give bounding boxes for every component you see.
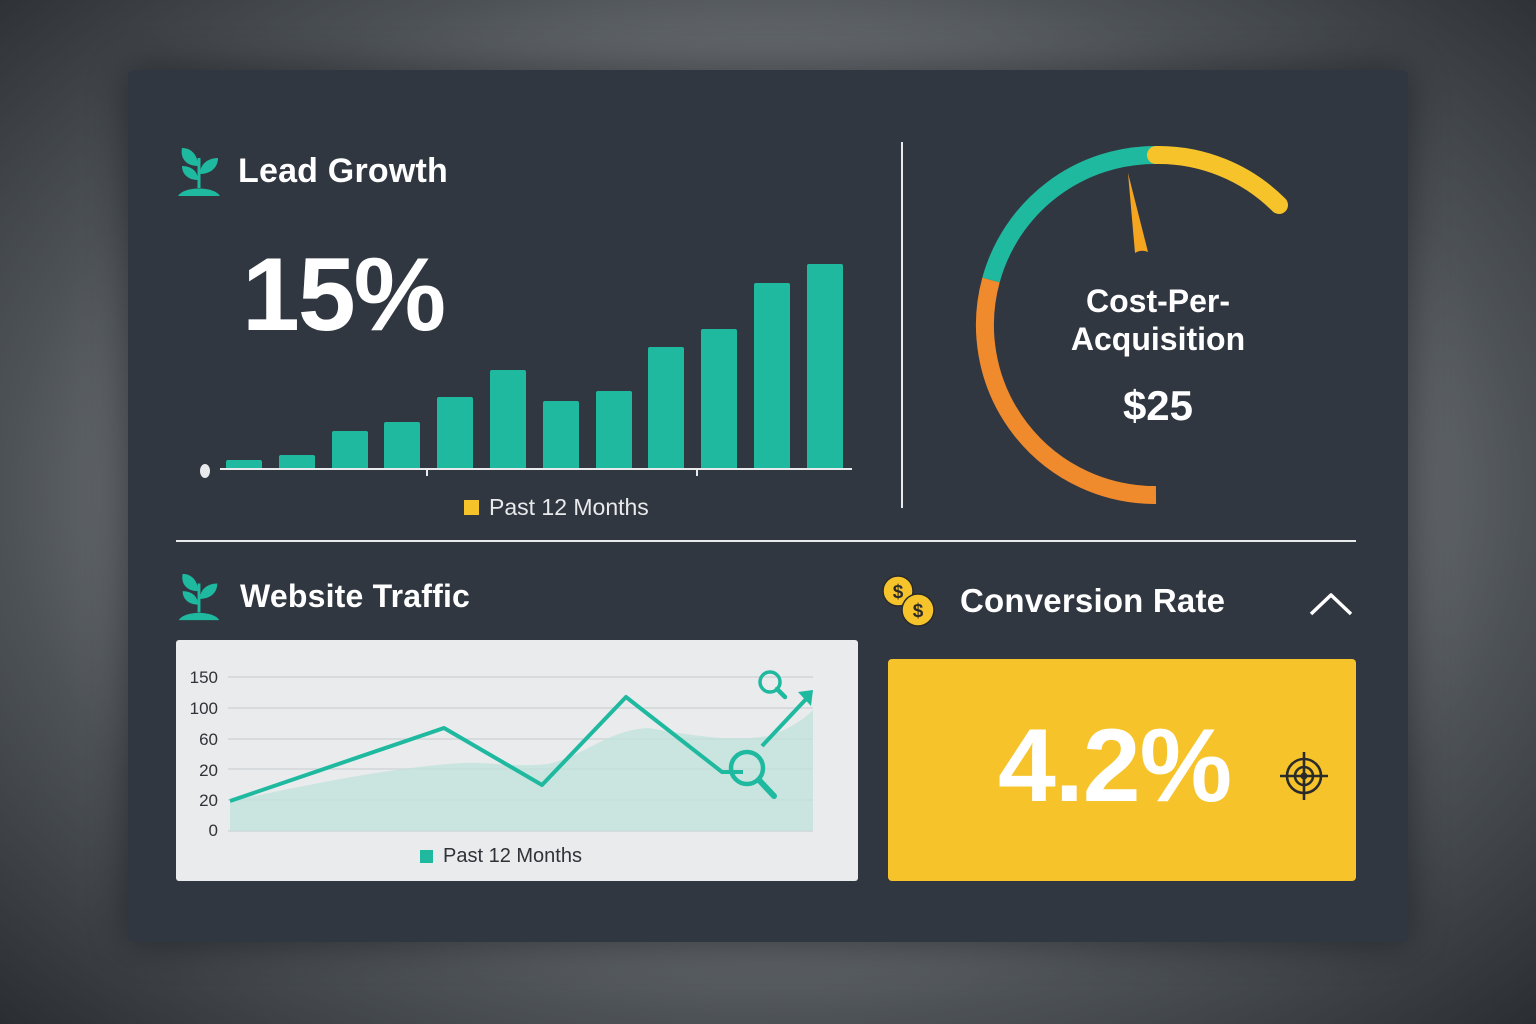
sprout-icon <box>178 573 220 621</box>
legend-label: Past 12 Months <box>443 845 582 867</box>
gauge-needle <box>1128 173 1148 253</box>
bar-m5 <box>437 397 474 468</box>
gauge-segment-orange <box>975 277 1157 505</box>
dashboard-panel: Lead Growth 15% Past 12 Months Cost-Per-… <box>128 70 1408 942</box>
lead-growth-bar-chart <box>198 250 858 478</box>
x-axis-tick <box>696 470 698 476</box>
lead-growth-title: Lead Growth <box>238 151 448 190</box>
y-tick-label: 20 <box>199 791 218 810</box>
horizontal-divider <box>176 540 1356 542</box>
target-icon <box>1280 752 1328 800</box>
bar-m11 <box>754 283 790 468</box>
bar-m4 <box>384 422 421 468</box>
legend-swatch-yellow <box>464 500 479 515</box>
conversion-rate-value: 4.2% <box>998 708 1232 824</box>
chevron-up-icon[interactable] <box>1308 590 1354 618</box>
bar-m3 <box>331 431 368 468</box>
bar-m7 <box>542 401 579 468</box>
website-traffic-title: Website Traffic <box>240 577 471 614</box>
bar-m12 <box>806 264 843 468</box>
website-traffic-card: 150 100 60 20 20 0 <box>176 640 858 881</box>
trend-up-arrow-icon <box>798 690 813 706</box>
x-axis-line <box>220 468 852 470</box>
lead-growth-legend: Past 12 Months <box>464 494 649 521</box>
svg-text:$: $ <box>913 601 924 622</box>
y-tick-label: 20 <box>199 761 218 780</box>
bar-m9 <box>648 347 685 468</box>
gauge-segment-teal <box>982 145 1157 283</box>
bar-m6 <box>490 370 526 468</box>
cpa-gauge <box>975 145 1288 505</box>
legend-label: Past 12 Months <box>489 494 649 520</box>
traffic-line <box>229 695 743 803</box>
conversion-rate-card: 4.2% <box>888 659 1356 881</box>
website-traffic-header: Website Traffic <box>176 570 470 622</box>
x-axis-tick <box>426 470 428 476</box>
cpa-text: Cost-Per- Acquisition $25 <box>1028 282 1288 430</box>
cpa-label-line1: Cost-Per- <box>1085 283 1230 319</box>
conversion-rate-header: $ $ Conversion Rate <box>880 572 1225 630</box>
y-tick-label: 100 <box>189 699 218 718</box>
bar-m8 <box>595 391 632 468</box>
conversion-rate-title: Conversion Rate <box>960 582 1226 619</box>
bar-m1 <box>226 460 262 468</box>
lead-growth-value: 15% <box>242 237 446 353</box>
cpa-value: $25 <box>1122 382 1194 429</box>
magnifier-icon <box>728 749 777 799</box>
y-tick-label: 60 <box>199 730 218 749</box>
svg-text:$: $ <box>893 582 904 603</box>
vertical-divider <box>901 142 903 508</box>
sprout-icon <box>178 148 220 196</box>
lead-growth-header: Lead Growth <box>176 144 448 198</box>
traffic-area <box>230 710 813 831</box>
y-tick-label: 0 <box>208 821 218 840</box>
bar-m2 <box>278 455 315 468</box>
cpa-label-line2: Acquisition <box>1070 321 1246 357</box>
website-traffic-line-chart <box>228 670 813 832</box>
y-tick-label: 150 <box>189 668 218 687</box>
website-traffic-legend: Past 12 Months <box>420 845 582 868</box>
gauge-segment-yellow <box>1147 145 1288 214</box>
magnifier-icon <box>758 670 788 700</box>
bar-m10 <box>701 329 738 468</box>
axis-origin-marker <box>200 464 210 478</box>
coins-icon: $ $ <box>882 575 935 627</box>
trend-arrow-shaft <box>760 695 810 748</box>
legend-swatch-teal <box>420 850 433 863</box>
